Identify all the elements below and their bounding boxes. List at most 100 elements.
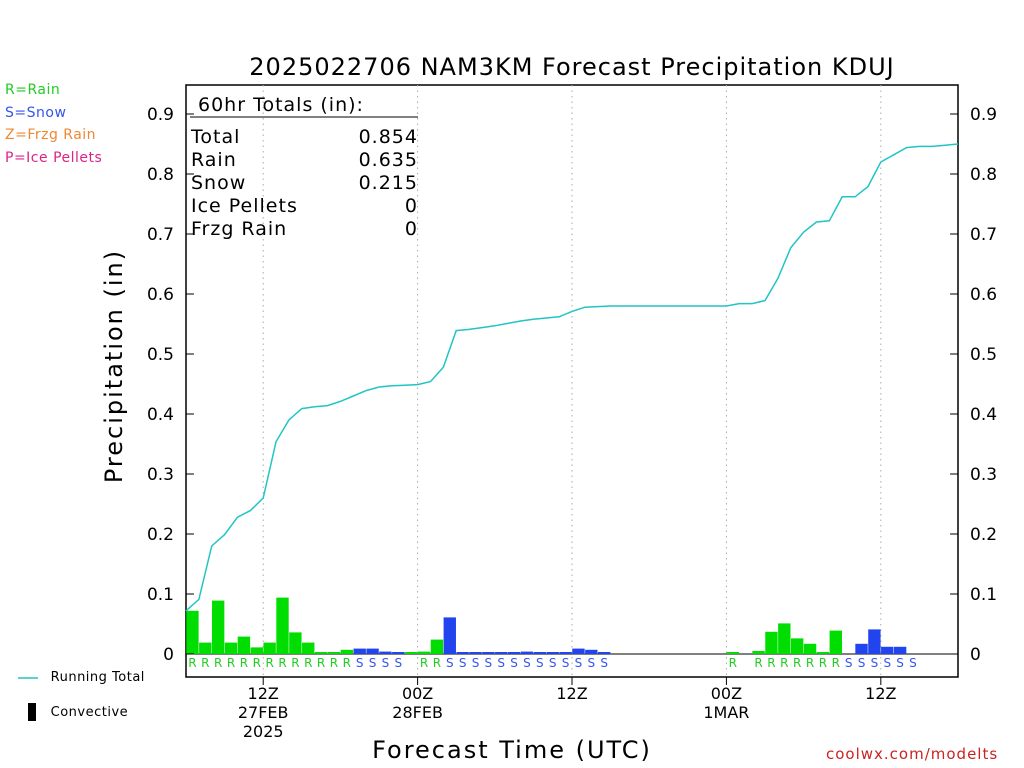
bar-hour-16 <box>379 651 392 654</box>
ytick-label-right-3: 0.3 <box>970 465 997 485</box>
bar-hour-9 <box>289 632 302 654</box>
ptype-label-hour-53: S <box>858 656 866 670</box>
running-total-legend: Running Total <box>18 670 145 685</box>
totals-box: 60hr Totals (in): Total 0.854 Rain 0.635 Sno… <box>190 94 418 240</box>
bar-hour-56 <box>893 646 907 654</box>
bar-hour-48 <box>791 638 804 654</box>
ptype-label-hour-31: S <box>575 656 583 670</box>
bar-hour-29 <box>546 652 559 654</box>
ptype-label-hour-54: S <box>871 656 879 670</box>
ptype-label-hour-8: R <box>278 656 286 670</box>
ptype-label-hour-47: R <box>780 656 788 670</box>
bar-hour-22 <box>456 652 469 654</box>
ptype-label-hour-52: S <box>845 656 853 670</box>
ytick-label-right-4: 0.4 <box>970 405 997 425</box>
hourly-bars <box>186 597 907 654</box>
bar-hour-19 <box>417 651 431 654</box>
bar-hour-14 <box>353 648 366 654</box>
bar-hour-25 <box>495 652 508 654</box>
bar-hour-24 <box>482 652 495 654</box>
bar-hour-20 <box>430 639 444 654</box>
totals-label-1: Rain <box>191 149 237 171</box>
ptype-label-hour-51: R <box>832 656 840 670</box>
totals-label-3: Ice Pellets <box>191 195 298 217</box>
y-axis-left: 0 0.1 0.2 0.3 0.4 0.5 0.6 0.7 0.8 0.9 <box>147 105 194 665</box>
ptype-label-hour-16: S <box>382 656 390 670</box>
ytick-label-left-4: 0.4 <box>147 405 174 425</box>
ytick-label-left-1: 0.1 <box>147 585 174 605</box>
precip-key-0: R=Rain <box>5 82 61 98</box>
bar-hour-28 <box>533 652 547 654</box>
ytick-label-right-9: 0.9 <box>970 105 997 125</box>
ptype-label-hour-15: S <box>369 656 377 670</box>
ptype-label-hour-7: R <box>265 656 273 670</box>
bar-hour-55 <box>881 646 894 654</box>
bar-hour-5 <box>237 636 251 654</box>
ptype-label-hour-10: R <box>304 656 312 670</box>
ptype-label-hour-11: R <box>317 656 325 670</box>
ptype-label-hour-1: R <box>188 656 196 670</box>
precip-key-3: P=Ice Pellets <box>5 149 103 166</box>
ptype-label-hour-17: S <box>394 656 402 670</box>
ptype-label-hour-30: S <box>562 656 570 670</box>
ptype-label-hour-22: S <box>459 656 467 670</box>
bar-hour-51 <box>829 630 842 654</box>
ptype-label-hour-19: R <box>420 656 428 670</box>
ptype-label-hour-26: S <box>510 656 518 670</box>
totals-heading: 60hr Totals (in): <box>198 94 364 116</box>
ptype-label-hour-49: R <box>806 656 814 670</box>
ptype-label-hour-48: R <box>793 656 801 670</box>
source-credit: coolwx.com/modelts <box>826 745 999 763</box>
precip-key-2: Z=Frzg Rain <box>5 127 97 143</box>
totals-label-0: Total <box>190 126 240 148</box>
convective-swatch <box>28 703 36 721</box>
bar-hour-33 <box>597 652 611 654</box>
bar-hour-10 <box>302 642 315 654</box>
xtick-label-3-0: 00Z <box>711 684 742 703</box>
ytick-label-right-0: 0 <box>970 645 981 665</box>
ptype-label-hour-33: S <box>600 656 608 670</box>
ptype-label-hour-21: S <box>446 656 454 670</box>
bar-hour-6 <box>250 647 263 654</box>
bar-hour-13 <box>340 649 354 654</box>
ptype-label-hour-24: S <box>485 656 493 670</box>
ptype-label-hour-5: R <box>240 656 248 670</box>
bar-hour-27 <box>520 651 534 654</box>
bar-hour-8 <box>276 597 289 654</box>
ptype-label-hour-23: S <box>472 656 480 670</box>
ytick-label-left-7: 0.7 <box>147 225 174 245</box>
ytick-label-left-0: 0 <box>163 645 174 665</box>
convective-legend: Convective <box>28 703 128 721</box>
totals-value-0: 0.854 <box>359 126 418 148</box>
ytick-label-left-2: 0.2 <box>147 525 174 545</box>
bar-hour-7 <box>263 642 276 654</box>
ptype-label-hour-43: R <box>729 656 737 670</box>
bar-hour-23 <box>469 652 482 654</box>
bar-hour-43 <box>726 652 740 654</box>
y-axis-label: Precipitation (in) <box>100 249 128 483</box>
bar-hour-18 <box>404 652 418 654</box>
bar-hour-26 <box>507 652 521 654</box>
totals-value-2: 0.215 <box>359 172 418 194</box>
y-axis-right: 0 0.1 0.2 0.3 0.4 0.5 0.6 0.7 0.8 0.9 <box>950 105 997 665</box>
ytick-label-left-5: 0.5 <box>147 345 174 365</box>
bar-hour-50 <box>816 652 830 654</box>
bar-hour-17 <box>392 652 405 654</box>
xtick-label-4-0: 12Z <box>865 684 896 703</box>
totals-value-4: 0 <box>405 218 418 240</box>
xtick-label-2-0: 12Z <box>556 684 587 703</box>
ptype-label-hour-27: S <box>523 656 531 670</box>
bar-hour-11 <box>314 652 328 654</box>
ptype-label-hour-14: S <box>356 656 364 670</box>
ytick-label-right-7: 0.7 <box>970 225 997 245</box>
xtick-label-0-1: 27FEB <box>238 703 289 722</box>
xtick-label-1-1: 28FEB <box>392 703 443 722</box>
ptype-label-hour-3: R <box>214 656 222 670</box>
ptype-label-hour-4: R <box>227 656 235 670</box>
bar-hour-2 <box>199 642 212 654</box>
convective-label: Convective <box>50 704 129 720</box>
ytick-label-left-9: 0.9 <box>147 105 174 125</box>
chart-title: 2025022706 NAM3KM Forecast Precipitation… <box>249 53 894 81</box>
bar-hour-1 <box>186 610 199 654</box>
totals-label-4: Frzg Rain <box>191 218 287 240</box>
